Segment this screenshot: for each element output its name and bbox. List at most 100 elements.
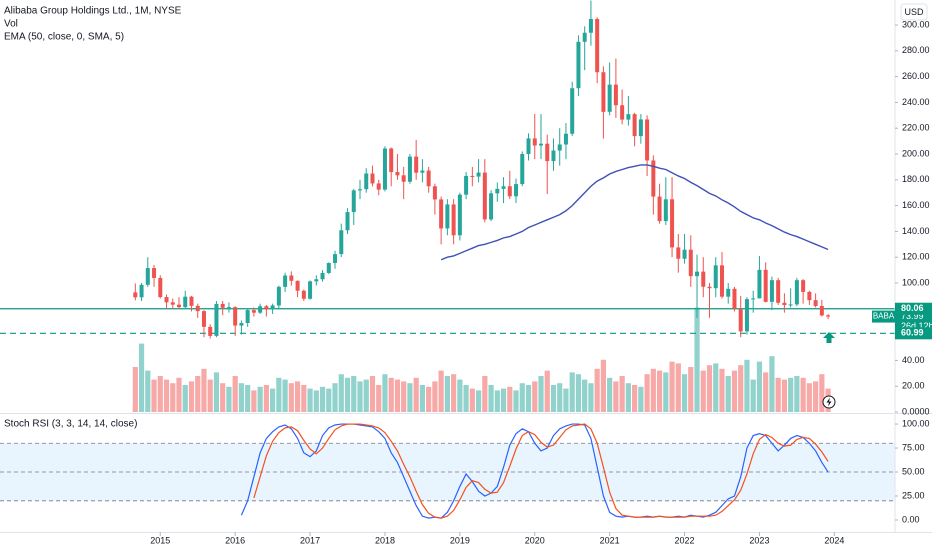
volume-bar [719,368,725,412]
volume-bar [482,376,488,412]
volume-bar [188,381,195,412]
candle-body [233,307,238,326]
candle-body [320,272,325,280]
candle-body [308,281,313,299]
volume-bar [145,370,151,412]
candle-body [439,199,444,229]
volume-bar [775,377,781,412]
volume-bar [363,379,369,412]
x-tick-label: 2021 [600,535,620,545]
stoch-line [253,423,829,519]
y-tick-label: 260.00 [902,71,930,81]
candle-body [570,88,575,134]
volume-bar [656,370,663,412]
candle-body [582,32,587,42]
last-price-tag [895,310,932,333]
candle-body [776,280,781,303]
volume-bar [638,386,644,412]
candle-body [595,18,600,73]
volume-bar [238,383,245,412]
countdown: 26d 12h [901,321,932,331]
ema-legend: EMA (50, close, 0, SMA, 5) [4,32,124,43]
candle-body [283,275,288,287]
candle-body [239,322,244,326]
candle-body [751,298,756,300]
volume-bar [706,365,713,412]
symbol-label: BABA [873,312,895,321]
volume-bar [625,383,631,412]
candle-body [657,196,662,222]
candle-body [826,315,831,317]
y-tick-label: 200.00 [902,148,930,158]
volume-bar [488,385,494,412]
volume-bar [432,381,438,412]
volume-bar [282,379,288,412]
volume-bar [326,388,332,412]
volume-bar [563,388,569,412]
candle-body [520,154,525,185]
price-line-label: 60.99 [901,328,924,338]
x-tick-label: 2022 [675,535,695,545]
candle-body [607,84,612,112]
candle-body [326,263,331,273]
candle-body [395,172,400,176]
volume-bar [163,379,170,412]
candle-body [295,280,300,291]
candle-body [670,199,675,248]
candle-body [763,269,768,302]
volume-bar [744,359,750,412]
candle-body [414,156,419,173]
volume-bar [632,385,638,412]
price-line-tag [895,327,932,340]
symbol-tag [872,310,895,323]
main-layer [133,0,831,519]
volume-bar [750,379,756,412]
volume-bar [407,383,413,412]
volume-bar [788,377,794,412]
volume-bar [650,368,656,412]
candle-body [389,148,394,173]
volume-bar [600,359,607,412]
volume-bar [220,383,226,412]
volume-bar [569,372,575,412]
stoch-y-tick-label: 0.00 [902,514,920,524]
candle-body [676,247,681,259]
volume-bar [607,377,613,412]
candle-body [164,297,169,303]
x-tick-label: 2017 [300,535,320,545]
volume-bar [500,388,507,412]
candle-body [251,310,256,313]
x-tick-label: 2018 [375,535,395,545]
volume-bar [675,363,681,412]
x-tick-label: 2016 [225,535,245,545]
volume-bar [438,370,444,412]
candle-body [601,72,606,112]
candle-body [538,143,543,146]
volume-bar [138,343,145,412]
back-layer [0,307,895,502]
volume-bar [376,385,382,412]
x-tick-label: 2019 [450,535,470,545]
volume-bar [332,383,338,412]
volume-bar [575,374,582,412]
volume-bar [338,374,344,412]
currency-box[interactable] [900,3,928,21]
volume-bar [270,388,276,412]
x-tick-label: 2023 [749,535,769,545]
volume-bar [319,386,326,412]
volume-bar [681,374,688,412]
candle-body [688,249,693,277]
volume-bar [257,386,263,412]
volume-bar [725,376,731,412]
volume-bar [463,385,469,412]
volume-bar [294,381,301,412]
candle-body [794,280,799,305]
last-price: 73.99 [901,311,924,321]
volume-bar [419,385,426,412]
y-tick-label: 180.00 [902,174,930,184]
volume-bar [413,377,419,412]
volume-bar [532,381,538,412]
volume-bar [713,363,719,412]
volume-bar [794,376,800,412]
